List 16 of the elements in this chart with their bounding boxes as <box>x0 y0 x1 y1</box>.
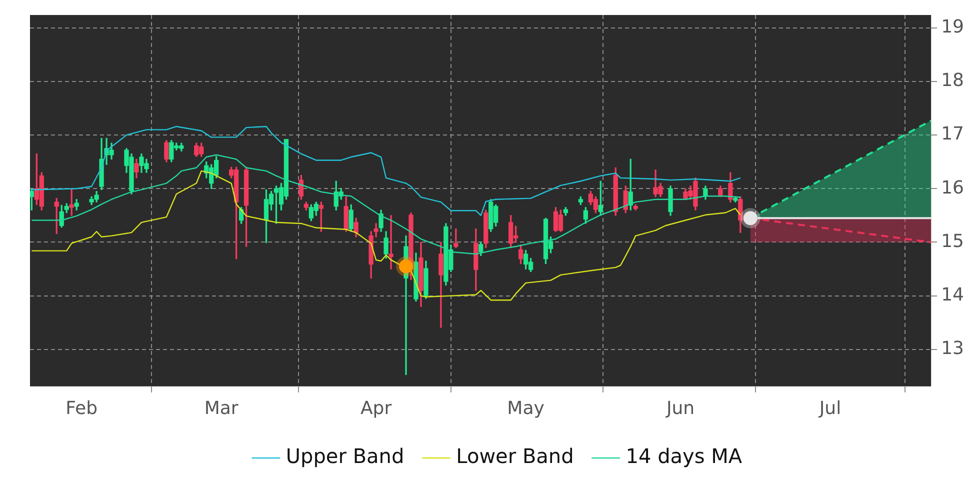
y-tick-label: 16 <box>941 177 964 198</box>
x-tick-label: Jul <box>818 398 842 419</box>
x-tick-label: Mar <box>204 398 239 419</box>
x-tick-label: Jun <box>665 398 695 419</box>
legend-label: Lower Band <box>456 444 574 468</box>
y-tick-label: 18 <box>941 70 964 92</box>
legend-label: 14 days MA <box>626 444 742 468</box>
y-tick-label: 17 <box>941 124 964 145</box>
y-tick-label: 14 <box>941 284 964 306</box>
y-tick-label: 13 <box>941 338 964 360</box>
y-tick-label: 15 <box>941 230 964 252</box>
x-tick-label: Apr <box>360 398 392 419</box>
y-tick-label: 19 <box>941 16 964 38</box>
x-tick-label: May <box>507 398 545 419</box>
x-tick-label: Feb <box>66 398 98 419</box>
legend-label: Upper Band <box>286 444 404 468</box>
